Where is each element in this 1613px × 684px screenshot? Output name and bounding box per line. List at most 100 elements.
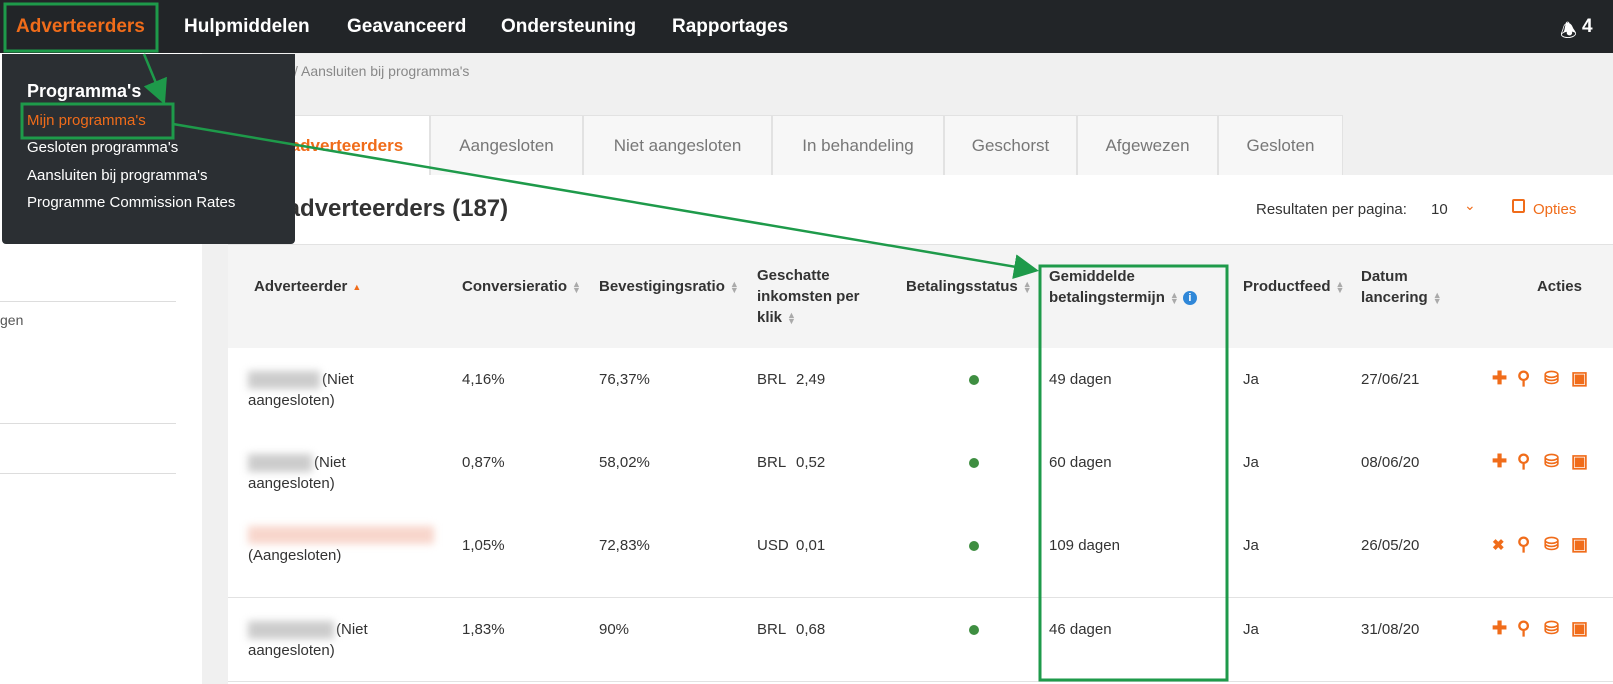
tab[interactable]: Afgewezen — [1077, 115, 1218, 175]
arrow — [142, 53, 167, 105]
product-feed: Ja — [1243, 454, 1259, 471]
confirmation-rate: 76,37% — [599, 371, 650, 388]
action-icon[interactable]: ⚲ — [1517, 368, 1531, 388]
confirmation-rate: 90% — [599, 621, 630, 638]
divider — [0, 301, 176, 302]
chevron[interactable]: ⌄ — [1464, 197, 1476, 213]
dropdown-item[interactable]: Mijn programma's — [27, 112, 146, 129]
action-icon[interactable]: ▣ — [1571, 618, 1589, 638]
action-icon[interactable]: ✚ — [1492, 618, 1508, 638]
column-header[interactable]: Geschatte inkomsten per klik ▲ ▼ — [757, 265, 887, 328]
dropdown-item[interactable]: Aansluiten bij programma's — [27, 167, 208, 184]
table-row: (Aangesloten) 1,05% 72,83% USD 0,01 109 dagen… — [228, 514, 1613, 598]
tab[interactable]: Niet aangesloten — [583, 115, 772, 175]
dropdown-item[interactable]: Gesloten programma's — [27, 139, 179, 156]
blurred-name — [248, 371, 320, 390]
conversion-rate: 1,05% — [462, 537, 505, 554]
column-header[interactable]: Productfeed ▲ ▼ — [1243, 276, 1353, 297]
currency: BRL — [757, 371, 787, 388]
action-icon[interactable]: ✚ — [1492, 368, 1508, 388]
payment-term: 46 dagen — [1049, 621, 1112, 638]
advertiser-cell[interactable]: (Aangesloten) — [248, 524, 434, 566]
action-icon[interactable]: ✚ — [1492, 451, 1508, 471]
column-header[interactable]: Betalingsstatus ▲ ▼ — [906, 276, 1036, 297]
save-icon[interactable] — [1512, 199, 1525, 213]
sort-icon[interactable]: ▲ ▼ — [572, 279, 581, 296]
sort-icon[interactable]: ▲ ▼ — [1335, 279, 1345, 296]
table-row: (Niet aangesloten) 0,87% 58,02% BRL 0,52 60 d… — [228, 431, 1613, 515]
table-row: (Niet aangesloten) 1,83% 90% BRL 0,68 46 dage… — [228, 598, 1613, 682]
conversion-rate: 0,87% — [462, 454, 505, 471]
sort-icon[interactable]: ▲ ▼ — [1432, 290, 1442, 307]
action-icon[interactable]: ⛁ — [1544, 368, 1560, 388]
currency: USD — [757, 537, 789, 554]
currency: BRL — [757, 621, 787, 638]
nav-item[interactable]: Rapportages — [672, 16, 789, 37]
action-icon[interactable]: ⚲ — [1517, 451, 1531, 471]
tab[interactable]: Geschorst — [944, 115, 1077, 175]
action-icon[interactable]: ⛁ — [1544, 451, 1560, 471]
options-button[interactable]: Opties — [1533, 201, 1577, 218]
bell-icon[interactable]: 🕭 — [1560, 21, 1578, 42]
divider — [0, 423, 176, 424]
arrow — [172, 122, 1039, 279]
highlight-box — [3, 2, 159, 53]
advertiser-cell[interactable]: (Niet aangesloten) — [248, 369, 386, 411]
action-icon[interactable]: ▣ — [1571, 368, 1589, 388]
action-icon[interactable]: ⚲ — [1517, 534, 1531, 554]
column-header[interactable]: Adverteerder ▲ — [254, 276, 434, 297]
action-icon[interactable]: ▣ — [1571, 451, 1589, 471]
action-icon[interactable]: ⛁ — [1544, 618, 1560, 638]
per-page-label: Resultaten per pagina: — [1256, 201, 1407, 218]
payment-term: 49 dagen — [1049, 371, 1112, 388]
payment-term: 109 dagen — [1049, 537, 1120, 554]
per-page-value[interactable]: 10 — [1431, 201, 1448, 218]
payment-status-dot — [969, 375, 979, 385]
header-text: Productfeed — [1243, 278, 1331, 295]
sort-icon[interactable]: ▲ ▼ — [729, 279, 739, 296]
status-text: (Niet aangesloten) — [248, 621, 368, 659]
sort-icon[interactable]: ▲ ▼ — [1022, 279, 1032, 296]
nav-item[interactable]: Hulpmiddelen — [184, 16, 310, 37]
product-feed: Ja — [1243, 621, 1259, 638]
header-text: Datum lancering — [1361, 268, 1428, 306]
info-icon[interactable]: i — [1182, 291, 1197, 306]
product-feed: Ja — [1243, 537, 1259, 554]
advertiser-cell[interactable]: (Niet aangesloten) — [248, 619, 386, 661]
column-header: Acties — [1500, 276, 1582, 297]
status-text: (Niet aangesloten) — [248, 371, 354, 409]
tab[interactable]: Aangesloten — [430, 115, 583, 175]
nav-item[interactable]: Adverteerders — [16, 16, 145, 37]
sort-icon[interactable]: ▲ ▼ — [787, 310, 796, 327]
action-icon[interactable]: ⚲ — [1517, 618, 1531, 638]
advertiser-cell[interactable]: (Niet aangesloten) — [248, 452, 386, 494]
header-text: Adverteerder — [254, 278, 348, 295]
divider — [0, 473, 176, 474]
column-header[interactable]: Datum lancering ▲ ▼ — [1361, 266, 1471, 308]
payment-status-dot — [969, 541, 979, 551]
sort-icon[interactable]: ▲ — [352, 282, 362, 293]
tab[interactable]: In behandeling — [772, 115, 944, 175]
column-header[interactable]: Bevestigingsratio ▲ ▼ — [599, 276, 749, 297]
nav-item[interactable]: Geavanceerd — [347, 16, 467, 37]
notification-count[interactable]: 4 — [1582, 16, 1593, 37]
tab[interactable]: Gesloten — [1218, 115, 1343, 175]
nav-item[interactable]: Ondersteuning — [501, 16, 637, 37]
header-text: Acties — [1536, 278, 1582, 295]
launch-date: 27/06/21 — [1361, 371, 1420, 388]
epc: 0,01 — [796, 537, 826, 554]
conversion-rate: 4,16% — [462, 371, 505, 388]
action-icon[interactable]: ⛁ — [1544, 534, 1560, 554]
sort-icon[interactable]: ▲ ▼ — [1169, 290, 1179, 307]
header-text: Conversieratio — [462, 278, 568, 295]
breadcrumb[interactable]: / Aansluiten bij programma's — [294, 63, 470, 79]
header-text: Bevestigingsratio — [599, 278, 725, 295]
column-header[interactable]: Gemiddelde betalingstermijn ▲ ▼ i — [1049, 266, 1219, 308]
column-header[interactable]: Conversieratio ▲ ▼ — [462, 276, 592, 297]
dropdown-item[interactable]: Programme Commission Rates — [27, 194, 236, 211]
action-icon[interactable]: ✖ — [1492, 537, 1505, 554]
currency: BRL — [757, 454, 787, 471]
action-icon[interactable]: ▣ — [1571, 534, 1589, 554]
